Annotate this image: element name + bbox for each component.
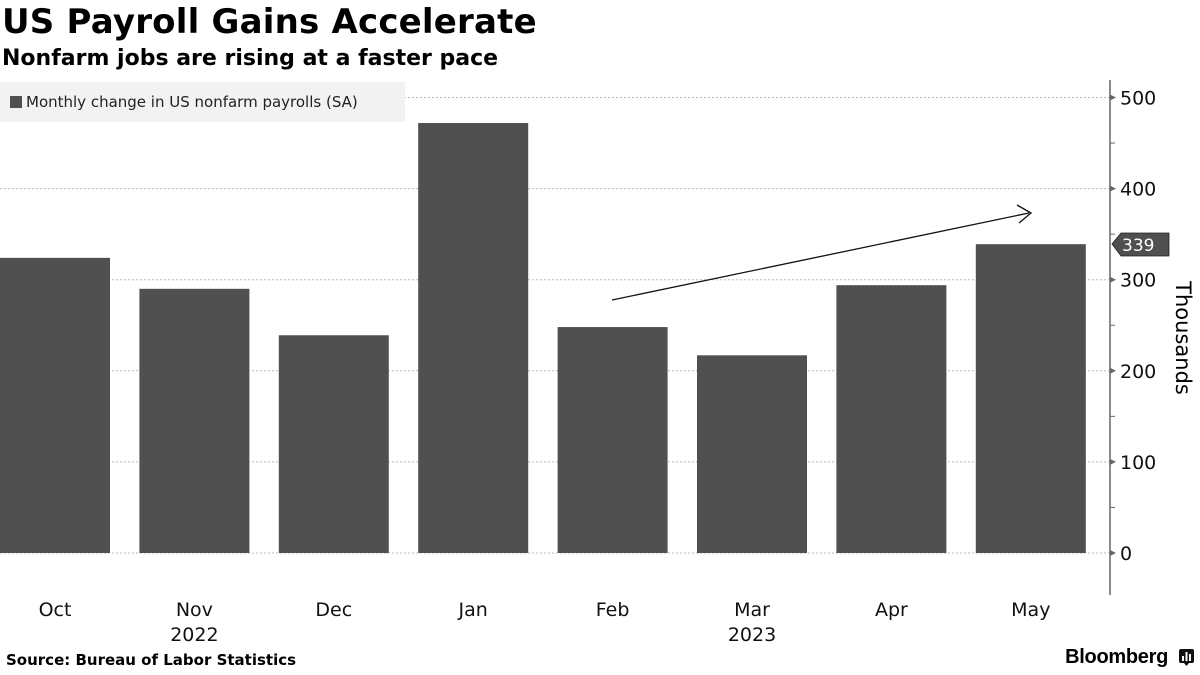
y-axis-label: Thousands <box>1171 281 1195 395</box>
bar <box>139 288 250 553</box>
legend: Monthly change in US nonfarm payrolls (S… <box>0 82 405 122</box>
bloomberg-logo: Bloomberg <box>1065 646 1168 668</box>
chart-subtitle: Nonfarm jobs are rising at a faster pace <box>2 46 499 71</box>
legend-swatch <box>10 96 22 108</box>
x-tick-label: May <box>1011 599 1050 621</box>
chart-title: US Payroll Gains Accelerate <box>2 2 537 42</box>
bar <box>697 355 807 553</box>
x-tick-label: Jan <box>458 599 488 621</box>
bars <box>0 123 1086 554</box>
y-tick-label: 400 <box>1120 179 1156 201</box>
y-tick-label: 0 <box>1120 543 1132 565</box>
trend-arrow <box>611 204 1033 301</box>
y-tick-label: 300 <box>1120 270 1156 292</box>
bar <box>418 123 529 554</box>
y-tick-label: 100 <box>1120 452 1156 474</box>
x-tick-label: Apr <box>875 599 908 621</box>
bar <box>836 285 947 553</box>
bar <box>975 244 1086 553</box>
year-label: 2023 <box>728 624 776 646</box>
y-tick-label: 500 <box>1120 88 1156 110</box>
x-tick-label: Feb <box>596 599 630 621</box>
value-callout: 339 <box>1111 232 1170 257</box>
x-tick-label: Dec <box>315 599 352 621</box>
source-note: Source: Bureau of Labor Statistics <box>6 651 297 669</box>
x-tick-label: Mar <box>734 599 770 621</box>
y-axis-ticks: 0 100 200 300 400 500 <box>1110 88 1156 565</box>
y-tick-label: 200 <box>1120 361 1156 383</box>
x-axis-labels: Oct Nov Dec Jan Feb Mar Apr May 2022 2023 <box>39 599 1051 646</box>
bar <box>0 257 110 553</box>
bar <box>278 335 389 553</box>
x-tick-label: Oct <box>39 599 72 621</box>
bloomberg-chart-icon <box>1179 649 1194 666</box>
bar <box>557 327 668 553</box>
x-tick-label: Nov <box>176 599 213 621</box>
year-label: 2022 <box>170 624 218 646</box>
legend-label: Monthly change in US nonfarm payrolls (S… <box>26 93 358 111</box>
svg-text:339: 339 <box>1122 236 1154 256</box>
